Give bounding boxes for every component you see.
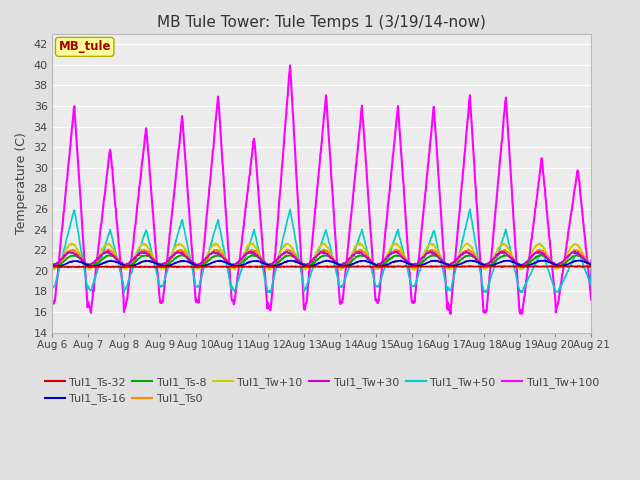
Text: MB_tule: MB_tule [58, 40, 111, 53]
Title: MB Tule Tower: Tule Temps 1 (3/19/14-now): MB Tule Tower: Tule Temps 1 (3/19/14-now… [157, 15, 486, 30]
Y-axis label: Temperature (C): Temperature (C) [15, 132, 28, 234]
Legend: Tul1_Ts-32, Tul1_Ts-16, Tul1_Ts-8, Tul1_Ts0, Tul1_Tw+10, Tul1_Tw+30, Tul1_Tw+50,: Tul1_Ts-32, Tul1_Ts-16, Tul1_Ts-8, Tul1_… [40, 372, 604, 409]
